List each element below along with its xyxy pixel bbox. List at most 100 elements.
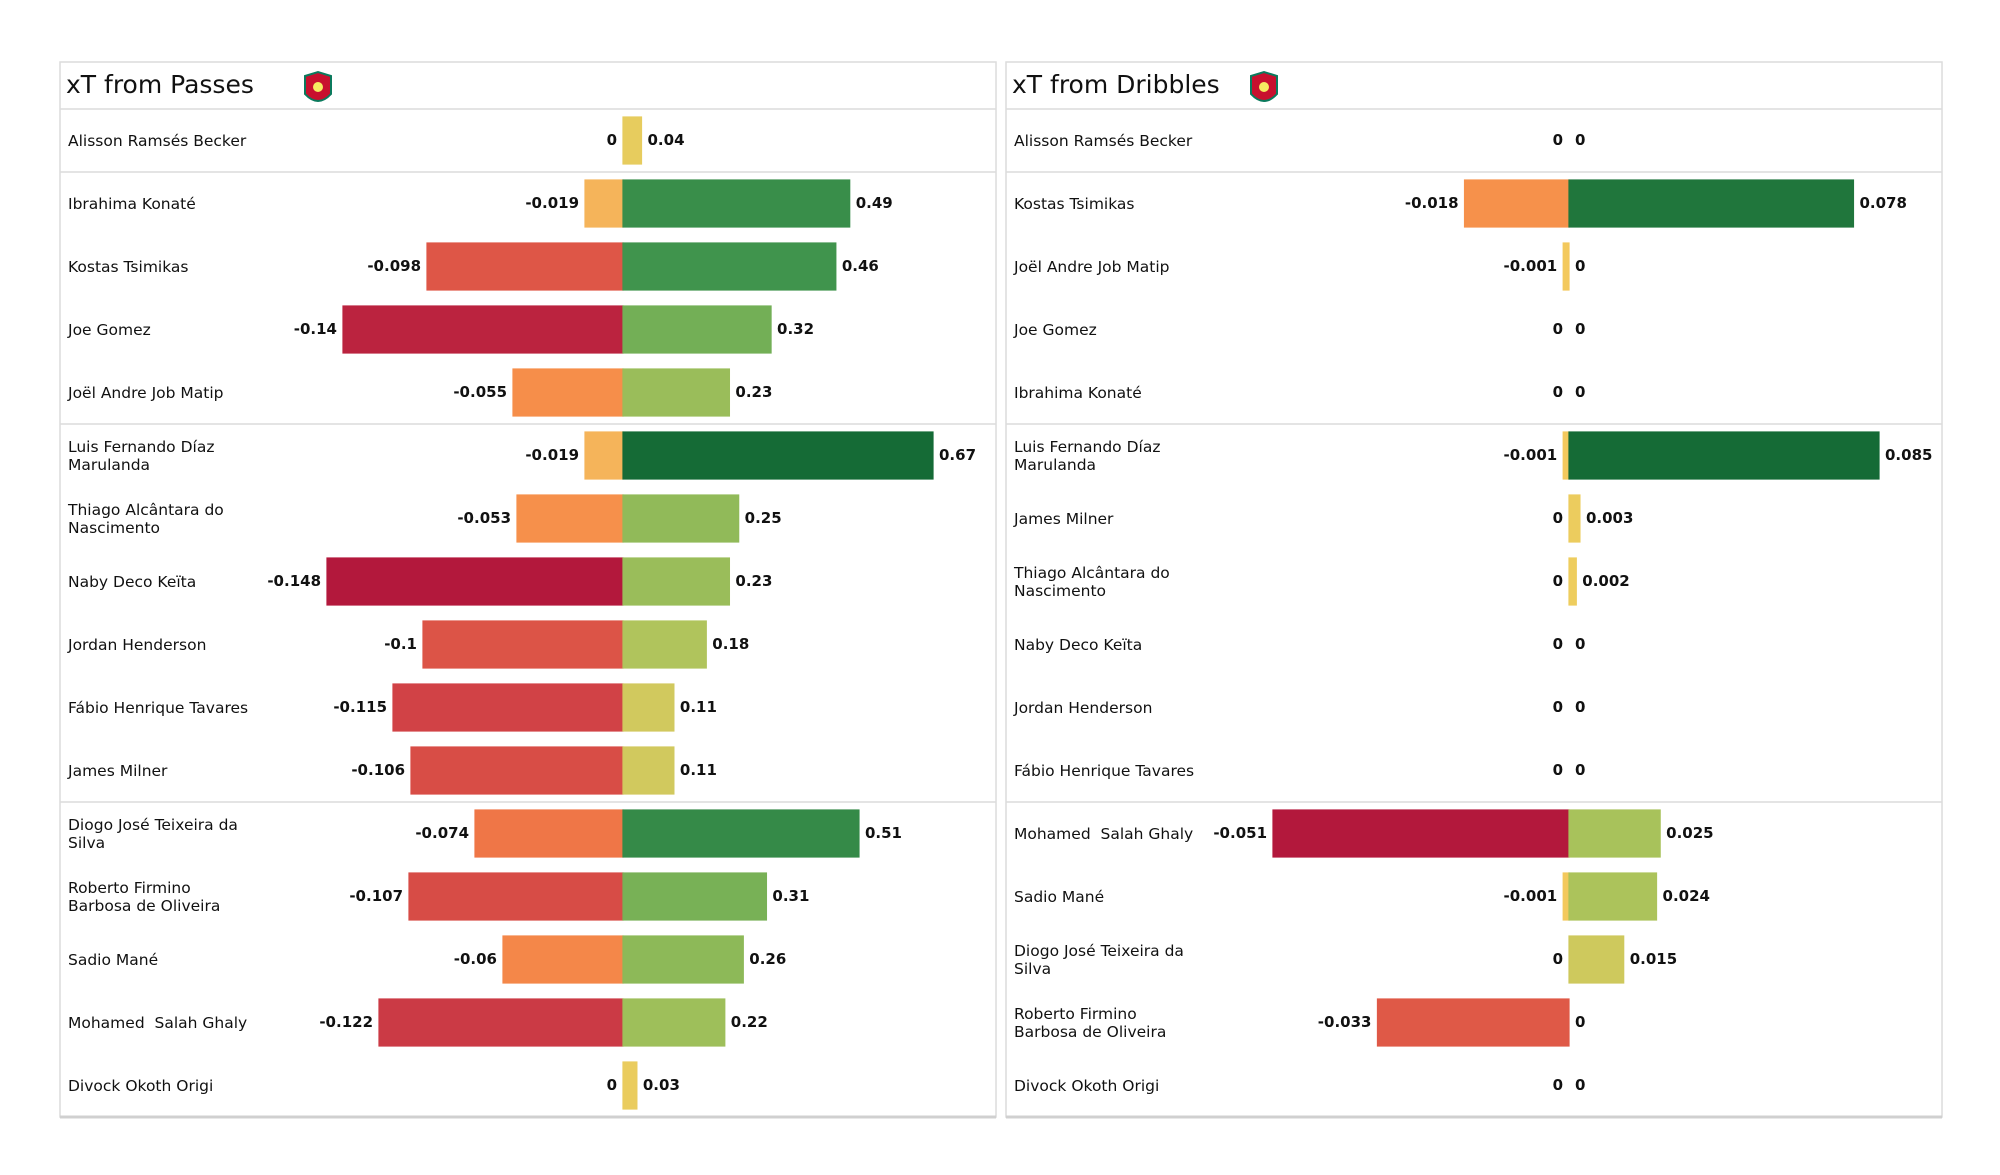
positive-bar: [622, 494, 740, 543]
negative-bar: [584, 431, 624, 480]
value-label: -0.06: [454, 950, 497, 968]
player-name: Divock Okoth Origi: [68, 1076, 214, 1095]
positive-bar: [1568, 179, 1855, 228]
value-label: 0.32: [777, 320, 814, 338]
player-name: Alisson Ramsés Becker: [68, 131, 247, 150]
positive-bar: [622, 1061, 638, 1110]
positive-bar: [622, 368, 731, 417]
player-name: Jordan Henderson: [1014, 698, 1153, 717]
value-label: -0.106: [351, 761, 405, 779]
value-label: 0.46: [842, 257, 879, 275]
positive-bar: [622, 683, 675, 732]
player-name: Diogo José Teixeira da Silva: [68, 815, 243, 852]
value-label: -0.001: [1504, 257, 1558, 275]
value-label: 0: [1553, 509, 1563, 527]
value-label: 0: [1553, 698, 1563, 716]
value-label: -0.018: [1405, 194, 1459, 212]
value-label: 0: [1553, 320, 1563, 338]
player-name: Alisson Ramsés Becker: [1014, 131, 1193, 150]
value-label: 0: [1553, 131, 1563, 149]
negative-bar: [584, 179, 624, 228]
player-name: Mohamed Salah Ghaly: [1014, 824, 1194, 843]
value-label: -0.107: [349, 887, 403, 905]
positive-bar: [622, 557, 731, 606]
negative-bar: [378, 998, 624, 1047]
player-name: Luis Fernando Díaz Marulanda: [1014, 437, 1166, 474]
value-label: 0.25: [745, 509, 782, 527]
value-label: -0.148: [267, 572, 321, 590]
value-label: -0.019: [525, 446, 579, 464]
negative-bar: [516, 494, 624, 543]
positive-bar: [622, 305, 772, 354]
value-label: -0.019: [525, 194, 579, 212]
value-label: 0: [1575, 635, 1585, 653]
player-name: Thiago Alcântara do Nascimento: [1014, 563, 1175, 600]
player-name: Ibrahima Konaté: [68, 194, 196, 213]
value-label: 0: [1575, 383, 1585, 401]
positive-bar: [622, 431, 934, 480]
value-label: -0.001: [1504, 446, 1558, 464]
value-label: 0.085: [1885, 446, 1932, 464]
value-label: -0.098: [367, 257, 421, 275]
value-label: 0: [607, 131, 617, 149]
value-label: 0: [1575, 761, 1585, 779]
positive-bar: [622, 746, 675, 795]
value-label: -0.001: [1504, 887, 1558, 905]
value-label: 0.03: [643, 1076, 680, 1094]
value-label: -0.115: [333, 698, 387, 716]
negative-bar: [1562, 242, 1570, 291]
value-label: 0.078: [1859, 194, 1906, 212]
player-name: Kostas Tsimikas: [68, 257, 189, 276]
player-name: Kostas Tsimikas: [1014, 194, 1135, 213]
value-label: 0.015: [1630, 950, 1677, 968]
value-label: 0.67: [939, 446, 976, 464]
value-label: -0.033: [1318, 1013, 1372, 1031]
value-label: -0.055: [453, 383, 507, 401]
value-label: -0.122: [319, 1013, 373, 1031]
positive-bar: [622, 242, 837, 291]
player-name: Ibrahima Konaté: [1014, 383, 1142, 402]
positive-bar: [1568, 872, 1658, 921]
player-name: Naby Deco Keïta: [68, 572, 197, 591]
value-label: 0.31: [772, 887, 809, 905]
player-name: Naby Deco Keïta: [1014, 635, 1143, 654]
player-name: Joël Andre Job Matip: [68, 383, 224, 402]
negative-bar: [502, 935, 624, 984]
negative-bar: [1562, 431, 1570, 480]
value-label: 0: [1553, 383, 1563, 401]
value-label: -0.14: [294, 320, 337, 338]
positive-bar: [622, 935, 744, 984]
player-name: Mohamed Salah Ghaly: [68, 1013, 248, 1032]
value-label: 0: [1553, 950, 1563, 968]
player-name: James Milner: [1014, 509, 1114, 528]
positive-bar: [1568, 431, 1880, 480]
value-label: 0.002: [1582, 572, 1629, 590]
value-label: 0.18: [712, 635, 749, 653]
value-label: 0.024: [1663, 887, 1710, 905]
value-label: 0: [1553, 761, 1563, 779]
negative-bar: [422, 620, 624, 669]
player-name: James Milner: [68, 761, 168, 780]
value-label: 0.22: [731, 1013, 768, 1031]
value-label: 0.23: [735, 572, 772, 590]
player-name: Diogo José Teixeira da Silva: [1014, 941, 1189, 978]
negative-bar: [1463, 179, 1570, 228]
value-label: 0.26: [749, 950, 786, 968]
logo-detail: [313, 82, 323, 92]
positive-bar: [1568, 935, 1625, 984]
player-name: Joël Andre Job Matip: [1014, 257, 1170, 276]
negative-bar: [1562, 872, 1570, 921]
value-label: 0: [1575, 1076, 1585, 1094]
positive-bar: [622, 998, 726, 1047]
positive-bar: [1568, 494, 1581, 543]
player-name: Jordan Henderson: [68, 635, 207, 654]
negative-bar: [426, 242, 624, 291]
negative-bar: [1272, 809, 1570, 858]
positive-bar: [622, 809, 860, 858]
positive-bar: [622, 620, 707, 669]
negative-bar: [326, 557, 624, 606]
value-label: -0.053: [457, 509, 511, 527]
positive-bar: [622, 116, 643, 165]
panel-title: xT from Dribbles: [1012, 70, 1220, 99]
